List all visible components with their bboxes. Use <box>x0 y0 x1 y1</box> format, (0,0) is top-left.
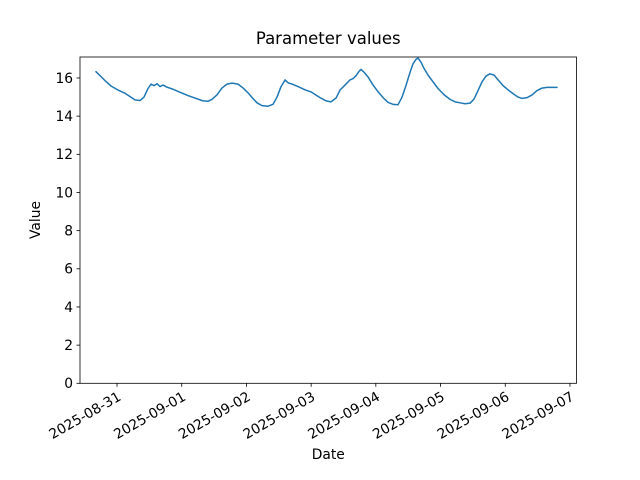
y-tick-label: 16 <box>55 71 73 87</box>
y-axis: 0 2 4 6 8 10 12 14 16 <box>55 71 80 392</box>
y-tick-label: 12 <box>55 147 73 163</box>
y-tick-label: 8 <box>64 223 73 239</box>
y-tick-label: 10 <box>55 185 73 201</box>
y-tick-label: 2 <box>64 338 73 354</box>
chart-title: Parameter values <box>256 29 401 48</box>
y-tick-label: 0 <box>64 376 73 392</box>
y-tick-label: 4 <box>64 300 73 316</box>
series-line <box>95 57 558 107</box>
x-axis-label: Date <box>312 447 345 463</box>
axes-frame <box>79 56 577 384</box>
y-axis-label: Value <box>28 201 44 239</box>
y-tick-label: 14 <box>55 109 73 125</box>
y-tick-label: 6 <box>64 262 73 278</box>
